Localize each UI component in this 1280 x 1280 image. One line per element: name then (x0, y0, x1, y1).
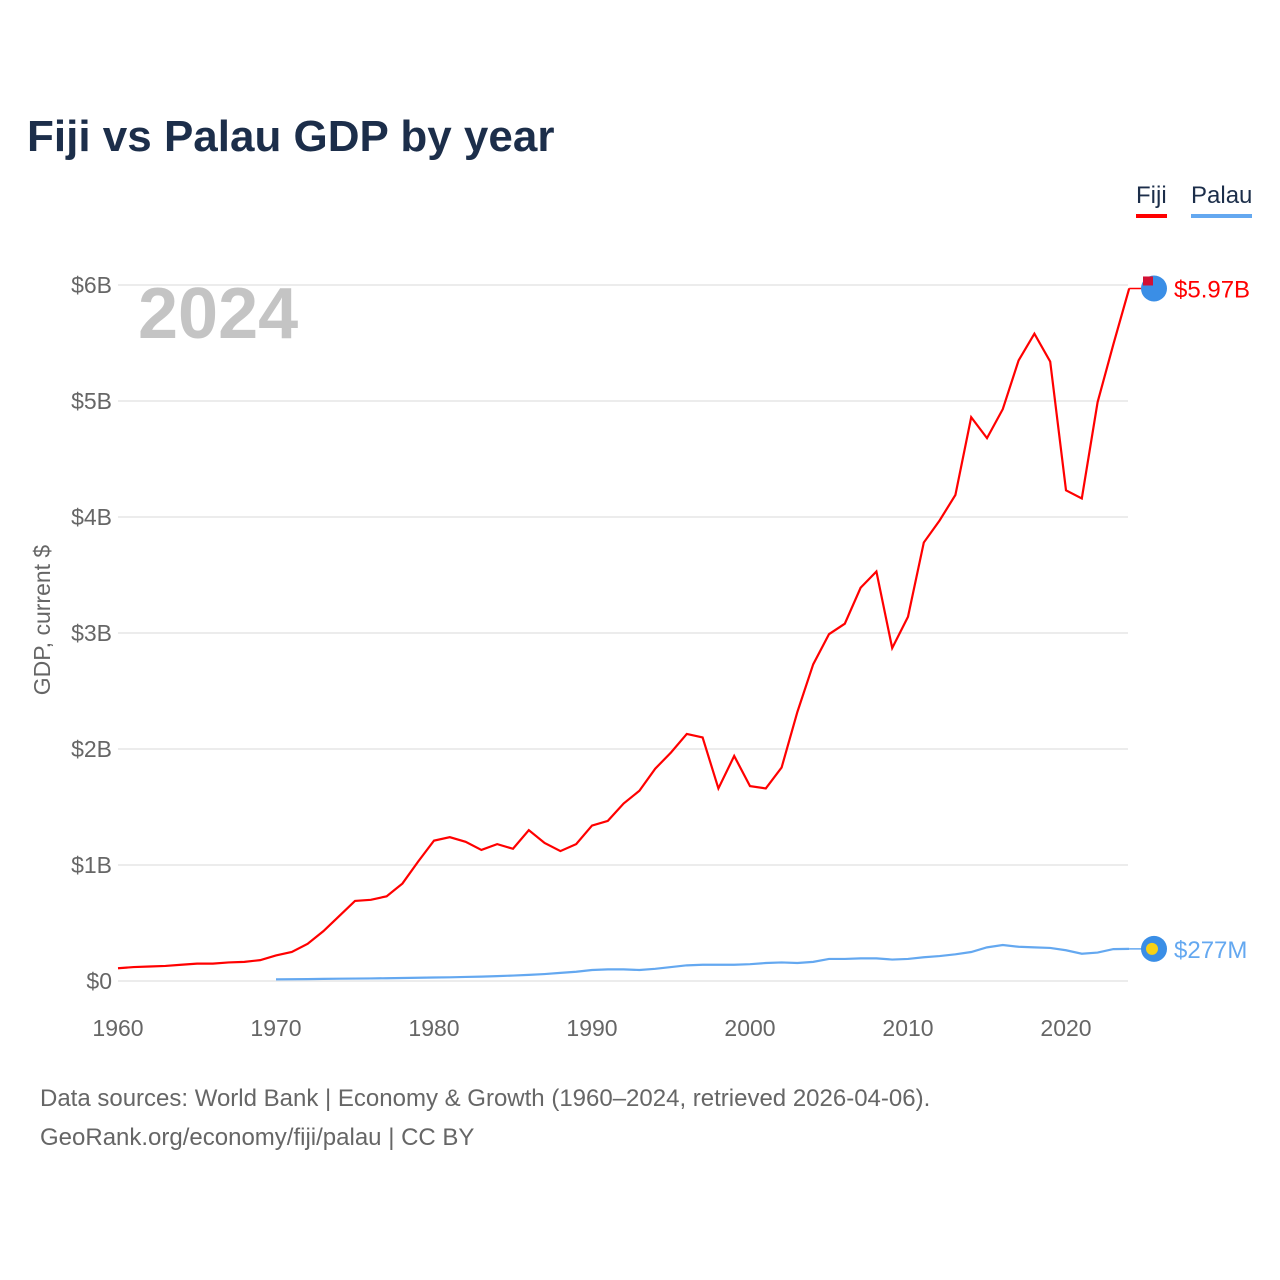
x-tick-label: 2020 (1040, 1015, 1091, 1041)
chart-title: Fiji vs Palau GDP by year (27, 112, 555, 161)
footer-link[interactable]: GeoRank.org/economy/fiji/palau | CC BY (40, 1124, 475, 1151)
flag-canton (1143, 276, 1153, 286)
x-tick-label: 2000 (724, 1015, 775, 1041)
legend-fiji[interactable]: Fiji (1136, 182, 1167, 218)
y-tick-label: $5B (71, 388, 112, 414)
x-tick-label: 2010 (882, 1015, 933, 1041)
x-tick-label: 1970 (250, 1015, 301, 1041)
x-tick-label: 1980 (408, 1015, 459, 1041)
end-value-label: $277M (1174, 937, 1247, 964)
end-value-label: $5.97B (1174, 276, 1250, 303)
y-tick-label: $4B (71, 504, 112, 530)
series-line-palau (275, 943, 1130, 981)
year-label: 2024 (138, 274, 298, 354)
x-tick-label: 1960 (92, 1015, 143, 1041)
series-line-fiji (117, 288, 1131, 970)
y-tick-label: $0 (86, 968, 112, 994)
y-tick-label: $1B (71, 852, 112, 878)
y-axis-label: GDP, current $ (29, 545, 55, 696)
y-tick-label: $2B (71, 736, 112, 762)
y-tick-label: $3B (71, 620, 112, 646)
flag-sun (1146, 942, 1158, 955)
legend-palau[interactable]: Palau (1191, 182, 1253, 218)
y-tick-label: $6B (71, 272, 112, 298)
x-tick-label: 1990 (566, 1015, 617, 1041)
footer-sources: Data sources: World Bank | Economy & Gro… (40, 1085, 931, 1112)
